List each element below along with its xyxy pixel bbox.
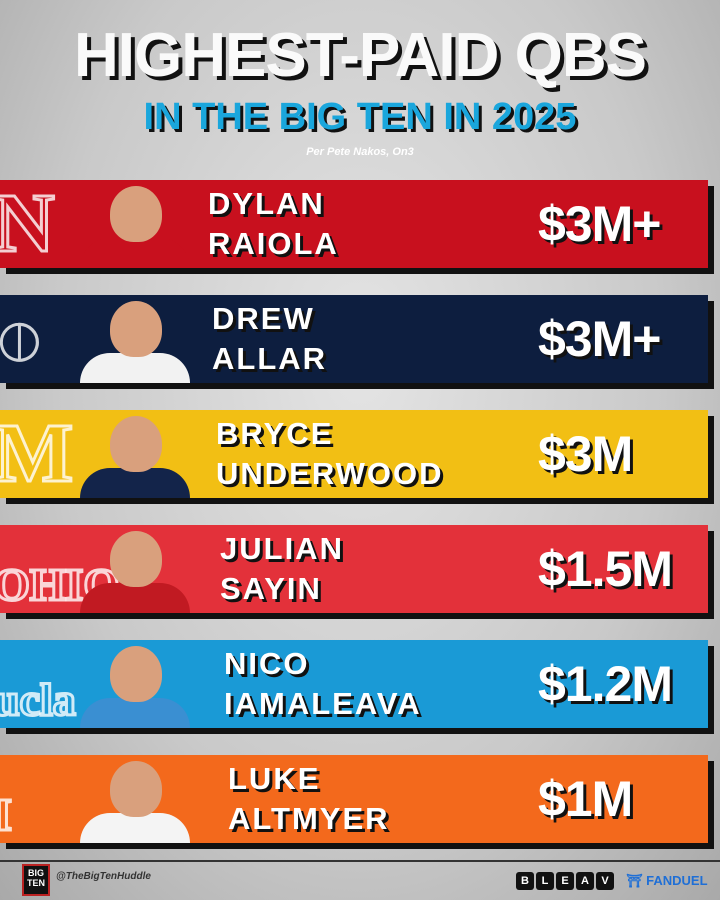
player-photo [80, 180, 190, 268]
salary-value: $3M+ [538, 196, 661, 252]
source-credit: Per Pete Nakos, On3 [306, 146, 414, 158]
salary-value: $1M [538, 771, 633, 827]
social-handle: @TheBigTenHuddle [56, 871, 151, 882]
player-row: M BRYCE UNDERWOOD $3M [0, 410, 708, 498]
school-logo: M [0, 410, 75, 498]
fanduel-logo: ⛩ FANDUEL [626, 873, 708, 888]
big-ten-huddle-logo: BIG TEN [22, 864, 50, 896]
footer-divider [0, 860, 720, 862]
school-logo: I [0, 788, 13, 842]
school-logo: ◐ [0, 295, 46, 383]
player-row: I LUKE ALTMYER $1M [0, 755, 708, 843]
player-row: ucla NICO IAMALEAVA $1.2M [0, 640, 708, 728]
player-name: DREW ALLAR [212, 301, 328, 376]
player-name: JULIAN SAYIN [220, 531, 344, 606]
page-subtitle: IN THE BIG TEN IN 2025 [143, 96, 577, 138]
player-name: NICO IAMALEAVA [224, 646, 422, 721]
player-photo [80, 410, 190, 498]
salary-value: $1.5M [538, 541, 673, 597]
player-name: BRYCE UNDERWOOD [216, 416, 444, 491]
page-title: HIGHEST-PAID QBS [74, 21, 647, 90]
player-row: N DYLAN RAIOLA $3M+ [0, 180, 708, 268]
school-logo: N [0, 180, 56, 268]
school-logo: ucla [0, 673, 77, 727]
salary-value: $3M+ [538, 311, 661, 367]
player-photo [80, 295, 190, 383]
player-row: OHIO JULIAN SAYIN $1.5M [0, 525, 708, 613]
salary-value: $3M [538, 426, 633, 482]
player-name: DYLAN RAIOLA [208, 186, 339, 261]
salary-value: $1.2M [538, 656, 673, 712]
player-row: ◐ DREW ALLAR $3M+ [0, 295, 708, 383]
player-photo [80, 755, 190, 843]
player-photo [80, 640, 190, 728]
player-name: LUKE ALTMYER [228, 761, 390, 836]
player-photo [80, 525, 190, 613]
